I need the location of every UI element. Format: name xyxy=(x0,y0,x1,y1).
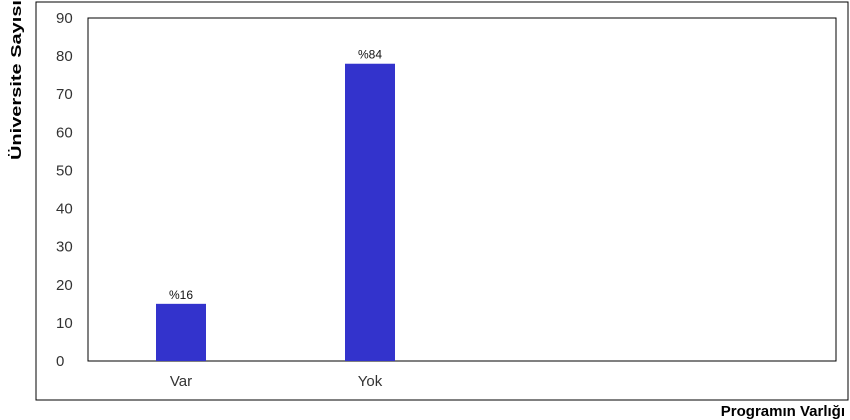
y-tick-label: 30 xyxy=(56,239,73,256)
y-tick-label: 0 xyxy=(56,353,64,370)
y-tick-label: 70 xyxy=(56,86,73,103)
y-tick-label: 60 xyxy=(56,124,73,141)
bar-data-label: %16 xyxy=(169,288,193,302)
y-tick-label: 10 xyxy=(56,315,73,332)
chart-frame xyxy=(35,1,849,401)
y-tick-label: 40 xyxy=(56,201,73,218)
y-axis-label: Üniversite Sayısı xyxy=(8,0,25,160)
x-tick-label: Yok xyxy=(358,373,383,390)
x-tick-label: Var xyxy=(170,373,192,390)
y-tick-label: 50 xyxy=(56,162,73,179)
y-axis-ticks: 0 10 20 30 40 50 60 70 80 90 xyxy=(56,10,73,370)
bars xyxy=(156,63,395,361)
x-axis-ticks: Var Yok xyxy=(170,373,383,390)
bar-data-label: %84 xyxy=(358,48,382,62)
y-tick-label: 80 xyxy=(56,48,73,65)
bar xyxy=(345,63,395,361)
data-labels: %16 %84 xyxy=(169,48,382,302)
y-tick-label: 20 xyxy=(56,277,73,294)
plot-area xyxy=(87,17,837,362)
x-axis-label: Programın Varlığı xyxy=(721,403,845,420)
y-tick-label: 90 xyxy=(56,10,73,27)
bar xyxy=(156,303,206,361)
